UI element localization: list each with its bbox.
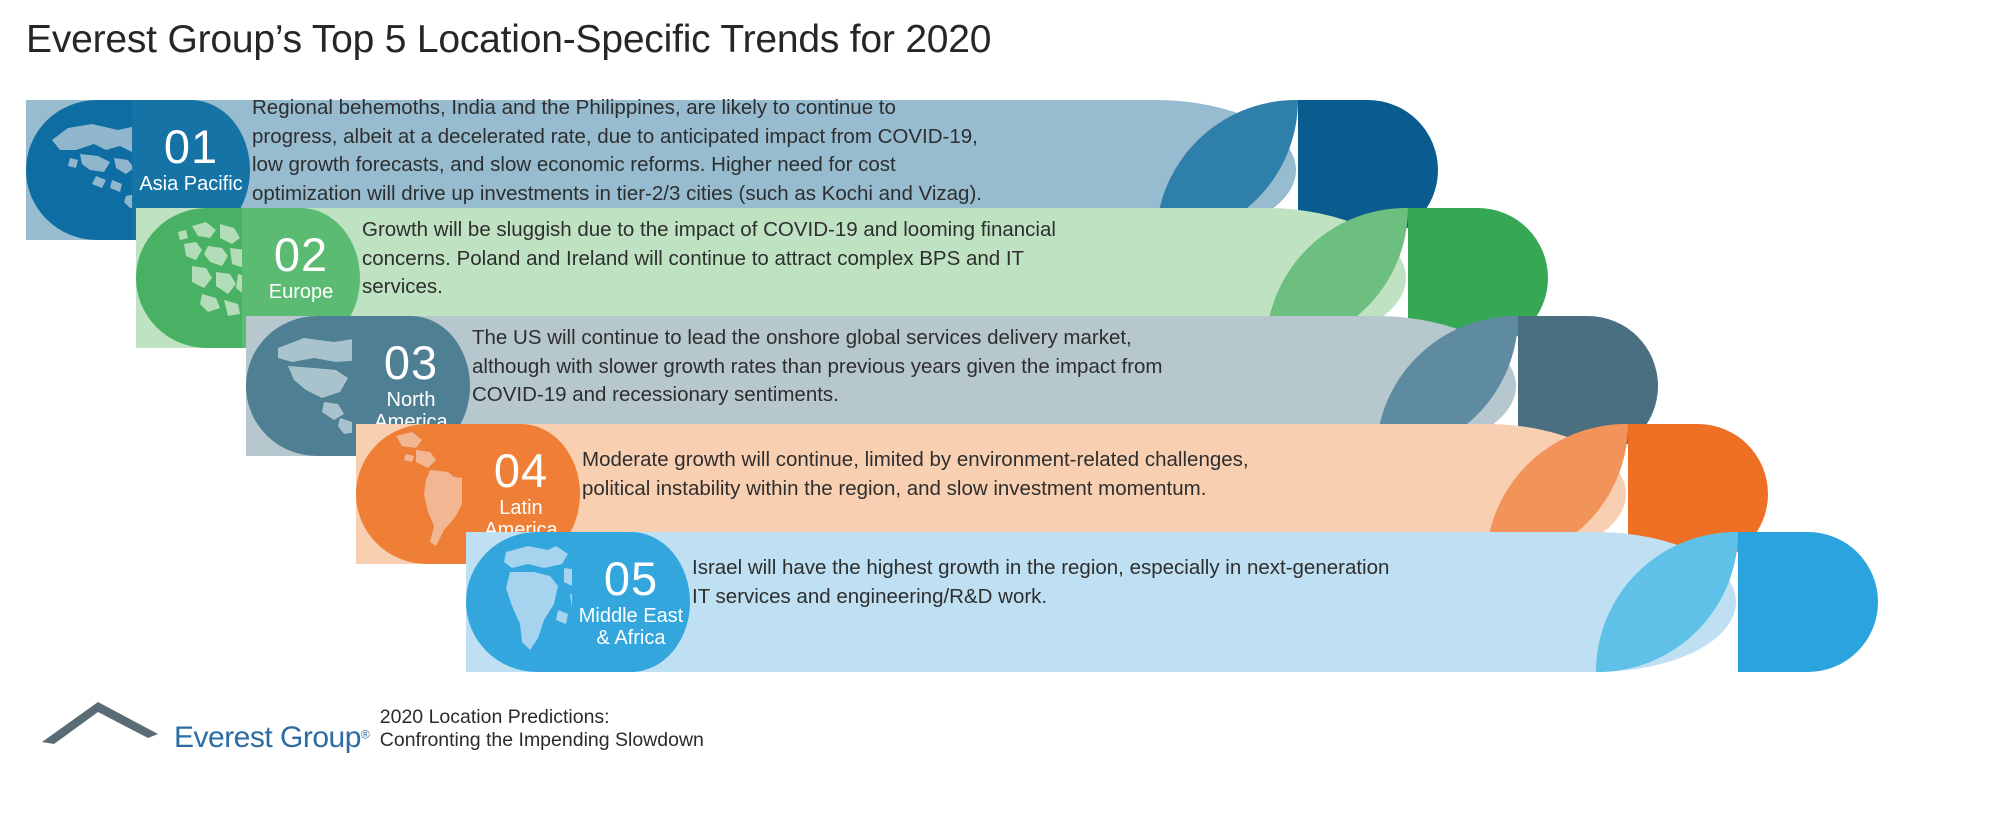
row-region-label: Asia Pacific bbox=[139, 173, 243, 195]
row-number: 01 bbox=[163, 120, 219, 173]
row-number-panel: 05 Middle East & Africa bbox=[572, 532, 690, 672]
row-description: Moderate growth will continue, limited b… bbox=[582, 448, 1249, 500]
row-description: The US will continue to lead the onshore… bbox=[472, 326, 1163, 406]
row-number: 05 bbox=[603, 552, 659, 605]
page-title: Everest Group’s Top 5 Location-Specific … bbox=[26, 18, 992, 61]
row-number: 04 bbox=[493, 444, 549, 497]
row-description: Regional behemoths, India and the Philip… bbox=[252, 96, 982, 205]
row-region-label: Europe bbox=[268, 281, 334, 303]
row-description: Growth will be sluggish due to the impac… bbox=[362, 218, 1056, 298]
footer-subtitle: 2020 Location Predictions: Confronting t… bbox=[379, 706, 704, 751]
row-number: 03 bbox=[383, 336, 439, 389]
row-region-label: Middle East & Africa bbox=[578, 605, 684, 649]
row-accent-leaf-deep bbox=[1738, 532, 1878, 672]
registered-trademark-icon: ® bbox=[360, 727, 370, 742]
footer-logo-block[interactable]: Everest Group® 2020 Location Predictions… bbox=[40, 700, 704, 754]
row-description: Israel will have the highest growth in t… bbox=[692, 556, 1390, 608]
logo-wordmark: Everest Group bbox=[174, 721, 361, 754]
trend-row-middle-east-africa[interactable]: 05 Middle East & Africa Israel will have… bbox=[466, 532, 1886, 672]
everest-peak-logo-icon bbox=[40, 700, 170, 751]
row-number: 02 bbox=[273, 228, 329, 281]
